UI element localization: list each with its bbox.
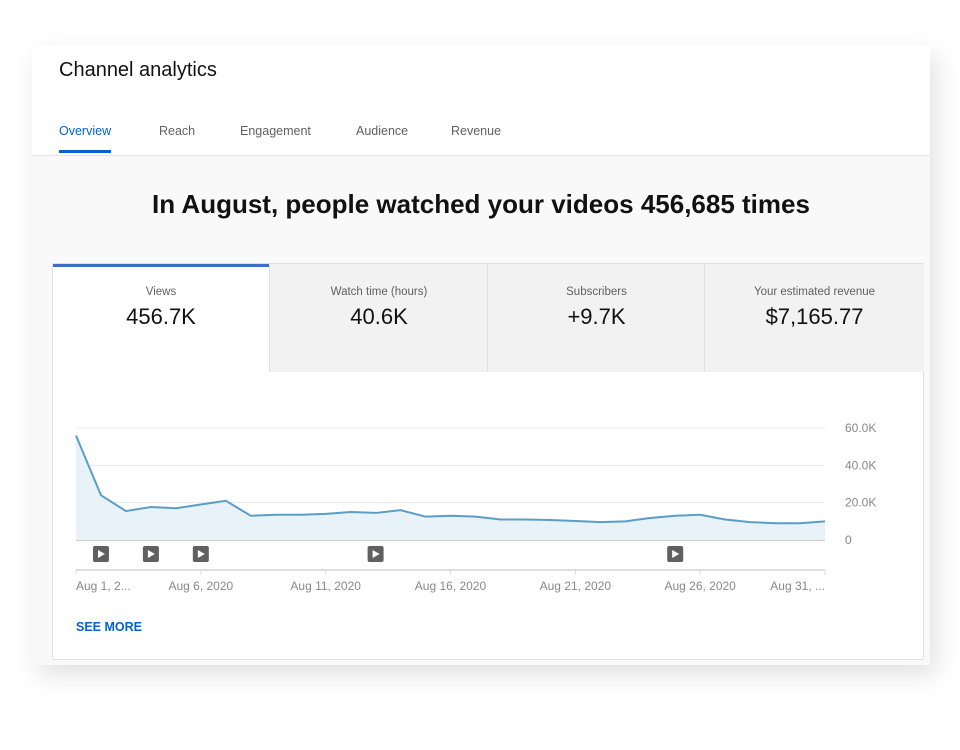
x-tick-label: Aug 16, 2020 (415, 579, 487, 593)
x-tick-label: Aug 21, 2020 (540, 579, 612, 593)
x-tick-label: Aug 11, 2020 (290, 579, 361, 593)
metric-subscribers[interactable]: Subscribers +9.7K (487, 264, 705, 372)
x-tick-label: Aug 1, 2... (76, 579, 131, 593)
video-marker-play-icon[interactable] (192, 546, 209, 562)
tab-reach[interactable]: Reach (159, 124, 196, 138)
y-tick-label: 60.0K (845, 421, 876, 435)
metric-revenue[interactable]: Your estimated revenue $7,165.77 (704, 264, 924, 372)
metric-value: $7,165.77 (765, 304, 864, 329)
metric-label: Your estimated revenue (753, 286, 876, 298)
video-marker-play-icon[interactable] (367, 546, 384, 562)
metric-label: Watch time (hours) (330, 286, 428, 298)
x-tick-label: Aug 6, 2020 (168, 579, 233, 593)
x-tick-label: Aug 31, ... (770, 579, 825, 593)
see-more-link[interactable]: SEE MORE (76, 620, 142, 634)
tab-audience[interactable]: Audience (356, 124, 409, 138)
metrics-card: Views 456.7K Watch time (hours) 40.6K Su… (52, 263, 924, 660)
page-title: Channel analytics (59, 59, 217, 81)
analytics-panel: Channel analytics Overview Reach Engagem… (32, 45, 930, 665)
tab-revenue[interactable]: Revenue (451, 124, 502, 138)
tab-engagement[interactable]: Engagement (240, 124, 311, 138)
metric-value: 40.6K (350, 304, 408, 329)
metric-value: 456.7K (126, 304, 196, 329)
y-tick-label: 20.0K (845, 496, 876, 510)
metric-views[interactable]: Views 456.7K (53, 264, 269, 372)
headline: In August, people watched your videos 45… (152, 189, 810, 219)
views-chart: 0 20.0K 40.0K 60.0K Aug 1, 2... Aug 6, 2020 Au… (75, 421, 876, 593)
header: Channel analytics Overview Reach Engagem… (32, 45, 930, 156)
metric-value: +9.7K (567, 304, 626, 329)
tab-overview[interactable]: Overview (59, 124, 112, 153)
x-tick-label: Aug 26, 2020 (664, 579, 736, 593)
y-tick-label: 40.0K (845, 458, 876, 472)
video-marker-play-icon[interactable] (92, 546, 109, 562)
metric-label: Subscribers (566, 286, 627, 298)
area-fill (76, 435, 825, 540)
y-tick-label: 0 (845, 533, 852, 547)
metric-watch-time[interactable]: Watch time (hours) 40.6K (269, 264, 488, 372)
video-marker-play-icon[interactable] (667, 546, 684, 562)
video-marker-play-icon[interactable] (142, 546, 159, 562)
metric-label: Views (145, 286, 177, 298)
